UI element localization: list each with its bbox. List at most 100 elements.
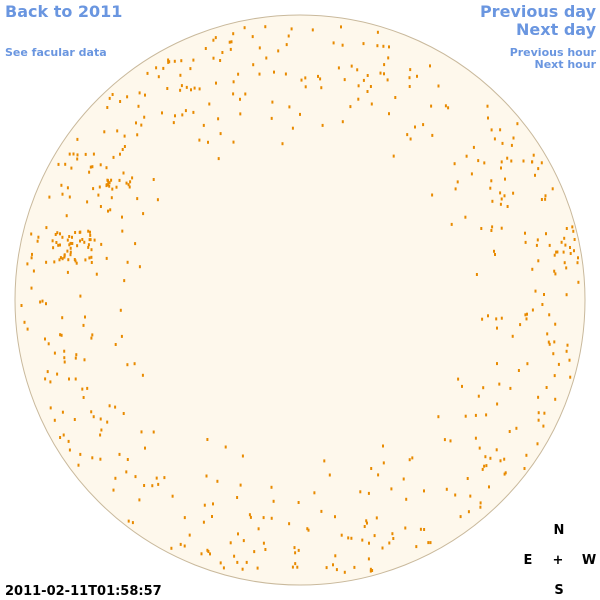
facula — [437, 84, 440, 88]
next-day-link[interactable]: Next day — [516, 20, 597, 39]
facula — [464, 215, 467, 219]
facula — [474, 436, 477, 440]
facula — [566, 343, 569, 347]
facula — [537, 259, 540, 263]
facula — [506, 156, 509, 160]
previous-hour-link[interactable]: Previous hour — [510, 46, 597, 59]
facula — [76, 153, 79, 157]
facula — [573, 238, 576, 241]
facula — [23, 320, 26, 324]
facula — [366, 521, 368, 525]
facula — [99, 163, 102, 167]
facula — [388, 112, 390, 116]
facula — [565, 349, 568, 353]
facula — [157, 482, 160, 486]
facula — [258, 46, 261, 50]
next-hour-link[interactable]: Next hour — [535, 58, 597, 71]
facula — [486, 104, 489, 108]
facula — [325, 566, 328, 570]
facula — [137, 104, 140, 108]
previous-day-link[interactable]: Previous day — [480, 2, 597, 21]
facula — [477, 159, 480, 163]
facula — [217, 117, 220, 121]
facula — [45, 302, 47, 306]
facula — [126, 95, 129, 99]
facula — [466, 477, 469, 480]
facula — [138, 265, 141, 269]
facula — [146, 71, 149, 75]
facula — [459, 515, 462, 519]
facula — [404, 526, 407, 530]
facula — [544, 197, 547, 201]
facula — [388, 541, 391, 545]
facula — [89, 230, 91, 234]
facula — [53, 351, 56, 355]
facula — [392, 537, 395, 540]
facula — [337, 66, 340, 70]
facula — [373, 534, 376, 538]
facula — [189, 67, 192, 71]
facula — [531, 160, 534, 164]
facula — [369, 85, 372, 88]
facula — [350, 64, 353, 68]
facula — [193, 86, 196, 90]
facula — [571, 225, 574, 229]
facula — [429, 541, 432, 545]
facula — [353, 565, 356, 569]
facula — [161, 111, 163, 115]
facula — [200, 552, 203, 556]
facula — [119, 152, 121, 156]
facula — [363, 525, 366, 528]
facula — [30, 256, 33, 260]
facula — [526, 362, 529, 366]
facula — [288, 105, 291, 109]
facula — [370, 102, 373, 106]
facula — [122, 171, 125, 175]
facula — [291, 565, 294, 569]
facula — [152, 178, 155, 181]
facula — [44, 377, 47, 381]
facula — [320, 509, 323, 513]
facula — [49, 380, 52, 384]
facula — [61, 257, 64, 261]
facula — [179, 88, 182, 92]
back-link[interactable]: Back to 2011 — [5, 2, 122, 21]
facula — [388, 45, 390, 49]
facula — [66, 238, 69, 242]
facula — [383, 63, 386, 67]
facula — [475, 273, 478, 276]
facula — [371, 569, 374, 572]
facula — [409, 68, 412, 72]
facula — [496, 326, 498, 330]
facula — [423, 489, 425, 493]
facula — [140, 430, 143, 434]
facula — [184, 109, 187, 113]
facula — [100, 242, 103, 246]
facula — [304, 85, 307, 89]
facula — [456, 180, 459, 184]
facula — [202, 123, 205, 127]
facula — [172, 121, 175, 125]
facula — [81, 387, 84, 391]
facula — [572, 229, 575, 233]
facula — [563, 236, 566, 240]
facula — [68, 195, 71, 199]
facula — [379, 71, 382, 75]
facula — [524, 240, 527, 244]
facula — [99, 457, 102, 461]
facular-link[interactable]: See facular data — [5, 46, 107, 59]
facula — [105, 166, 108, 170]
facula — [469, 494, 472, 498]
facula — [100, 428, 103, 432]
facula — [105, 184, 108, 188]
facula — [343, 78, 346, 82]
facula — [576, 261, 579, 265]
facula — [74, 377, 77, 381]
facula — [485, 413, 488, 417]
facula — [45, 260, 48, 264]
facula — [31, 252, 33, 256]
facula — [496, 362, 498, 366]
facula — [496, 402, 499, 406]
compass-south: S — [554, 583, 563, 598]
facula — [304, 76, 307, 80]
